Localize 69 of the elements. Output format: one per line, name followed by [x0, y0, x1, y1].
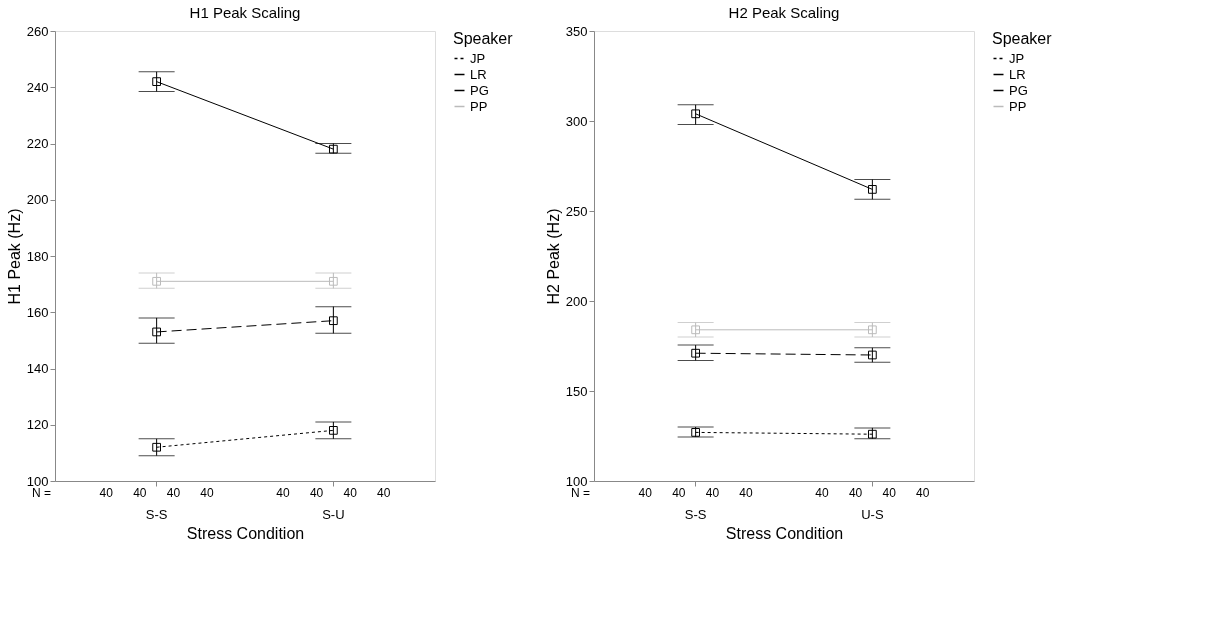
- legend-label: JP: [1009, 50, 1025, 66]
- y-tick-label: 200: [565, 293, 588, 309]
- y-tick-label: 100: [26, 473, 49, 489]
- point: [691, 109, 700, 119]
- x-axis-title: Stress Condition: [186, 524, 305, 542]
- y-tick-label: 220: [26, 136, 49, 151]
- y-tick-label: 260: [26, 23, 49, 39]
- text: 40: [99, 486, 114, 500]
- y-tick-label: 120: [26, 417, 49, 433]
- text: N =: [570, 486, 590, 500]
- x-tick-label: S-U: [322, 506, 345, 522]
- y-tick-label: 240: [26, 79, 49, 95]
- legend-label: PP: [470, 98, 488, 114]
- text: 40: [200, 486, 214, 500]
- text: 40: [276, 486, 290, 500]
- point: [868, 350, 877, 360]
- x-tick-label: S-S: [145, 506, 168, 522]
- point: [691, 325, 700, 335]
- x-tick-label: U-S: [861, 506, 884, 522]
- point: [152, 77, 161, 86]
- point: [868, 429, 877, 439]
- legend-label: PP: [1009, 98, 1027, 114]
- point: [691, 348, 700, 358]
- point: [329, 144, 338, 154]
- y-tick-label: 200: [26, 192, 49, 208]
- legend-label: PG: [1009, 82, 1028, 98]
- text: 40: [133, 486, 147, 500]
- text: N =: [31, 486, 51, 500]
- y-tick-label: 250: [565, 203, 588, 219]
- y-tick-label: 300: [565, 113, 588, 129]
- text: 40: [638, 486, 653, 500]
- legend-label: LR: [470, 66, 487, 82]
- y-tick-label: 160: [26, 304, 49, 320]
- text: 40: [882, 486, 897, 500]
- text: 40: [815, 486, 829, 500]
- text: 40: [309, 486, 324, 500]
- y-tick-label: 180: [26, 248, 49, 264]
- y-tick-label: 140: [26, 361, 49, 376]
- legend-label: LR: [1009, 66, 1026, 82]
- point: [152, 327, 161, 337]
- y-tick-label: 150: [565, 383, 588, 399]
- x-axis-title: Stress Condition: [725, 524, 844, 542]
- point: [691, 428, 700, 437]
- y-axis-title: H2 Peak (Hz): [544, 208, 562, 305]
- point: [152, 276, 161, 286]
- legend-title: Speaker: [992, 30, 1053, 47]
- y-tick-label: 350: [565, 23, 588, 39]
- text: 40: [672, 486, 686, 500]
- point: [868, 185, 877, 194]
- text: 40: [739, 486, 753, 500]
- y-tick-label: 100: [565, 473, 588, 489]
- text: 40: [916, 486, 930, 500]
- chart-title: H1 Peak Scaling: [189, 4, 301, 21]
- legend-label: JP: [470, 50, 486, 66]
- text: 40: [377, 486, 391, 500]
- x-tick-label: S-S: [684, 506, 707, 522]
- legend-title: Speaker: [453, 30, 514, 47]
- text: 40: [848, 486, 863, 500]
- text: 40: [705, 486, 720, 500]
- point: [152, 442, 161, 452]
- point: [868, 325, 877, 335]
- point: [329, 276, 338, 286]
- text: 40: [343, 486, 358, 500]
- point: [329, 316, 338, 326]
- legend-label: PG: [470, 82, 489, 98]
- point: [329, 426, 338, 435]
- y-axis-title: H1 Peak (Hz): [5, 208, 23, 305]
- text: 40: [166, 486, 181, 500]
- chart-title: H2 Peak Scaling: [728, 4, 840, 21]
